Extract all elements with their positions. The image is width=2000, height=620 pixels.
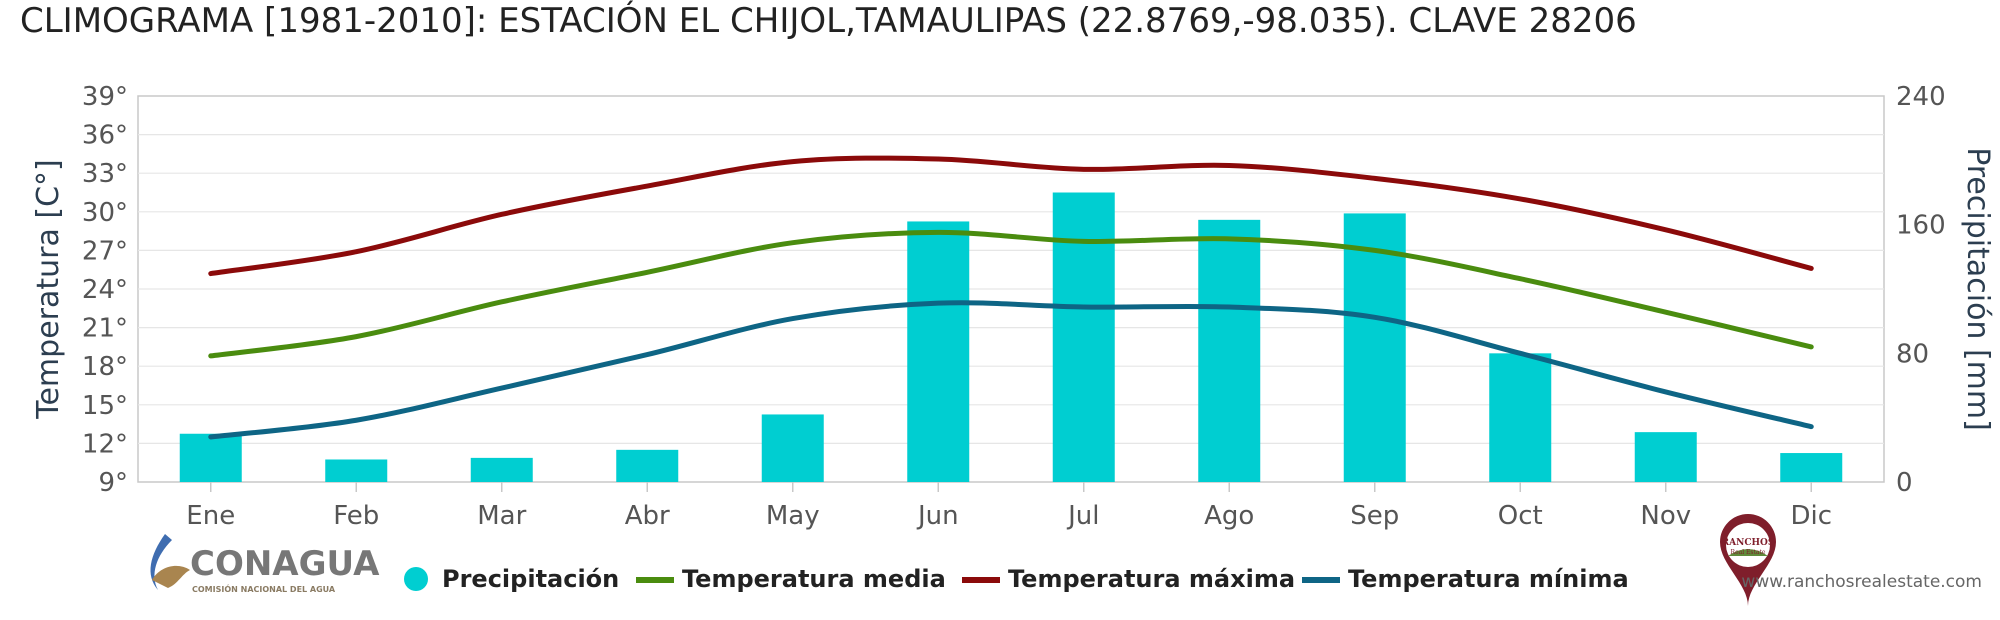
left-tick-label: 12° — [82, 429, 128, 459]
precipitation-bar — [1489, 353, 1552, 482]
left-tick-label: 9° — [98, 468, 128, 498]
conagua-logo: CONAGUA COMISIÓN NACIONAL DEL AGUA — [150, 534, 380, 594]
precipitation-bar — [179, 433, 242, 482]
x-tick-label: Oct — [1498, 501, 1543, 531]
legend-label: Temperatura media — [682, 565, 946, 593]
right-axis-title: Precipitación [mm] — [1960, 147, 1995, 431]
x-tick-label: Dic — [1790, 501, 1832, 531]
ranchos-subtitle: Real Estate — [1731, 549, 1766, 556]
ranchos-name: RANCHOS — [1722, 538, 1775, 548]
precipitation-bar — [325, 459, 388, 482]
legend: Precipitación Temperatura media Temperatur… — [404, 565, 1629, 593]
temperatura-media-line — [208, 229, 1814, 359]
conagua-subtitle: COMISIÓN NACIONAL DEL AGUA — [192, 583, 336, 594]
x-axis-ticks: Ene Feb Mar Abr May Jun Jul Ago Sep Oct Nov Dic — [186, 482, 1832, 531]
precipitation-bar — [616, 449, 679, 482]
right-tick-label: 80 — [1896, 339, 1929, 369]
precipitation-bar — [761, 414, 824, 482]
legend-item[interactable]: Temperatura media — [636, 565, 946, 593]
temperatura-minima-line — [208, 300, 1814, 440]
x-tick-label: Jun — [916, 501, 959, 531]
chart-title: CLIMOGRAMA [1981-2010]: ESTACIÓN EL CHIJ… — [20, 0, 1637, 41]
precipitation-bars — [179, 192, 1843, 483]
x-tick-label: Feb — [333, 501, 379, 531]
ranchos-hills-icon — [1728, 549, 1768, 556]
legend-item[interactable]: Temperatura mínima — [1302, 565, 1629, 593]
left-axis-ticks: 9° 12° 15° 18° 21° 24° 27° 30° 33° 36° 39° — [82, 82, 128, 498]
legend-swatch — [404, 567, 428, 591]
precipitation-bar — [1052, 192, 1115, 482]
legend-item[interactable]: Precipitación — [404, 565, 619, 593]
temperatura-maxima-line — [208, 155, 1814, 277]
x-tick-label: May — [766, 501, 820, 531]
x-tick-label: Jul — [1066, 501, 1099, 531]
precipitation-bar — [470, 457, 533, 482]
precipitation-bar — [907, 221, 970, 482]
x-tick-label: Ene — [186, 501, 235, 531]
left-axis-title: Temperatura [C°] — [31, 159, 66, 420]
x-tick-label: Nov — [1640, 501, 1691, 531]
ranchos-logo: RANCHOS Real Estate — [1720, 514, 1776, 606]
left-tick-label: 15° — [82, 391, 128, 421]
left-tick-label: 36° — [82, 121, 128, 151]
precipitation-bar — [1634, 432, 1697, 482]
precipitation-bar — [1198, 219, 1261, 482]
conagua-name: CONAGUA — [190, 544, 380, 584]
left-tick-label: 30° — [82, 198, 128, 228]
legend-label: Precipitación — [442, 565, 619, 593]
legend-label: Temperatura máxima — [1008, 565, 1295, 593]
right-axis-ticks: 0 80 160 240 — [1896, 82, 1946, 498]
left-tick-label: 24° — [82, 275, 128, 305]
precipitation-bar — [1780, 453, 1843, 482]
left-tick-label: 18° — [82, 352, 128, 382]
x-tick-label: Mar — [477, 501, 526, 531]
temperature-lines — [208, 155, 1814, 440]
website-link[interactable]: www.ranchosrealestate.com — [1741, 572, 1982, 592]
left-tick-label: 39° — [82, 82, 128, 112]
grid-lines — [138, 134, 1884, 444]
x-tick-label: Abr — [625, 501, 670, 531]
right-tick-label: 160 — [1896, 211, 1946, 241]
conagua-emblem-icon — [150, 534, 172, 590]
precipitation-bar — [1343, 213, 1406, 483]
x-tick-label: Sep — [1350, 501, 1399, 531]
conagua-eagle-icon — [152, 565, 190, 588]
left-tick-label: 33° — [82, 159, 128, 189]
left-tick-label: 21° — [82, 314, 128, 344]
right-tick-label: 0 — [1896, 468, 1913, 498]
x-tick-label: Ago — [1204, 501, 1254, 531]
legend-label: Temperatura mínima — [1348, 565, 1629, 593]
left-tick-label: 27° — [82, 236, 128, 266]
right-tick-label: 240 — [1896, 82, 1946, 112]
legend-item[interactable]: Temperatura máxima — [962, 565, 1295, 593]
